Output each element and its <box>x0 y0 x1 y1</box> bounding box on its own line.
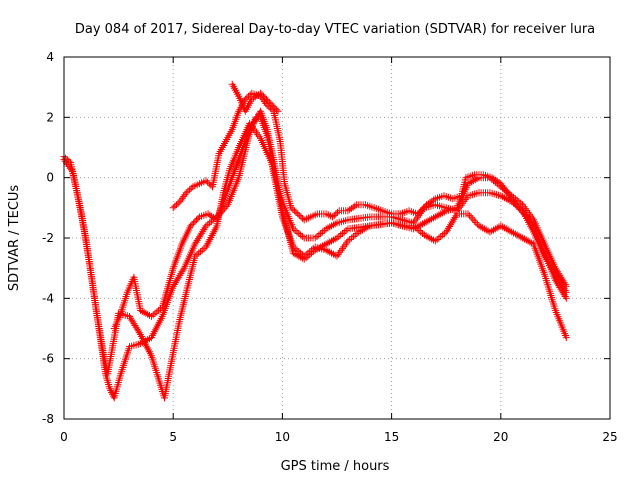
y-axis-label: SDTVAR / TECUs <box>7 185 22 292</box>
x-tick-label: 15 <box>384 430 399 444</box>
x-axis-label: GPS time / hours <box>281 459 390 474</box>
y-tick-label: 0 <box>46 171 54 185</box>
y-tick-label: 4 <box>46 50 54 64</box>
y-tick-label: -4 <box>42 291 54 305</box>
x-tick-label: 10 <box>275 430 290 444</box>
plus-markers <box>110 107 570 332</box>
series-track-d <box>169 89 570 302</box>
plus-markers <box>169 89 570 302</box>
axis-ticks: 0 5 10 15 20 25 -8 -6 -4 -2 0 2 4 <box>42 50 618 444</box>
x-tick-label: 25 <box>602 430 617 444</box>
data-points <box>60 80 570 402</box>
y-tick-label: -2 <box>42 231 54 245</box>
plus-markers <box>228 80 282 115</box>
chart-title: Day 084 of 2017, Sidereal Day-to-day VTE… <box>75 22 595 37</box>
y-tick-label: -6 <box>42 352 54 366</box>
series-track-e <box>228 80 282 115</box>
series-track-c <box>110 107 570 332</box>
x-tick-label: 0 <box>60 430 68 444</box>
y-tick-label: 2 <box>46 110 54 124</box>
x-tick-label: 5 <box>169 430 177 444</box>
y-tick-label: -8 <box>42 412 54 426</box>
x-tick-label: 20 <box>493 430 508 444</box>
